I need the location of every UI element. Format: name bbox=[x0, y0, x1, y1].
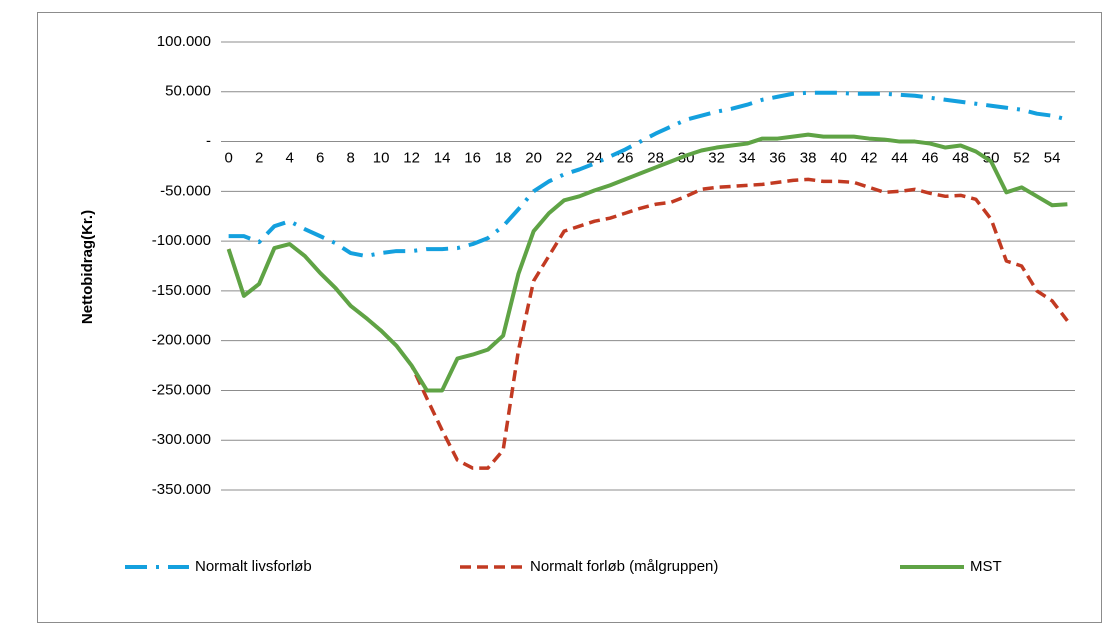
x-tick-label: 4 bbox=[285, 150, 293, 167]
x-tick-label: 48 bbox=[952, 150, 969, 167]
x-tick-label: 32 bbox=[708, 150, 725, 167]
legend-label: Normalt forløb (målgruppen) bbox=[530, 558, 718, 575]
y-tick-label: -100.000 bbox=[152, 232, 211, 249]
x-tick-label: 54 bbox=[1044, 150, 1061, 167]
y-tick-label: -300.000 bbox=[152, 431, 211, 448]
x-tick-label: 20 bbox=[525, 150, 542, 167]
y-tick-label: -200.000 bbox=[152, 332, 211, 349]
y-tick-label: 100.000 bbox=[157, 33, 211, 50]
x-tick-label: 38 bbox=[800, 150, 817, 167]
x-tick-label: 46 bbox=[922, 150, 939, 167]
series-line bbox=[226, 132, 1068, 393]
x-tick-label: 2 bbox=[255, 150, 263, 167]
x-tick-label: 10 bbox=[373, 150, 390, 167]
x-tick-label: 0 bbox=[224, 150, 232, 167]
x-tick-label: 40 bbox=[830, 150, 847, 167]
x-tick-label: 34 bbox=[739, 150, 756, 167]
x-tick-label: 22 bbox=[556, 150, 573, 167]
chart-frame bbox=[37, 12, 1102, 623]
y-tick-label: 50.000 bbox=[165, 83, 211, 100]
x-tick-label: 16 bbox=[464, 150, 481, 167]
x-tick-label: 28 bbox=[647, 150, 664, 167]
x-tick-label: 44 bbox=[891, 150, 908, 167]
y-tick-label: - bbox=[206, 133, 211, 150]
series-line bbox=[226, 177, 1069, 470]
y-tick-label: -350.000 bbox=[152, 481, 211, 498]
x-tick-label: 24 bbox=[586, 150, 603, 167]
legend-label: MST bbox=[970, 558, 1002, 575]
y-tick-label: -50.000 bbox=[160, 182, 211, 199]
x-tick-label: 18 bbox=[495, 150, 512, 167]
x-tick-label: 50 bbox=[983, 150, 1000, 167]
x-tick-label: 26 bbox=[617, 150, 634, 167]
y-tick-label: -250.000 bbox=[152, 381, 211, 398]
legend-label: Normalt livsforløb bbox=[195, 558, 312, 575]
x-tick-label: 14 bbox=[434, 150, 451, 167]
y-tick-label: -150.000 bbox=[152, 282, 211, 299]
y-axis-label: Nettobidrag(Kr.) bbox=[79, 210, 96, 324]
x-tick-label: 42 bbox=[861, 150, 878, 167]
x-tick-label: 36 bbox=[769, 150, 786, 167]
x-tick-label: 8 bbox=[346, 150, 354, 167]
x-tick-label: 6 bbox=[316, 150, 324, 167]
x-tick-label: 12 bbox=[403, 150, 420, 167]
x-tick-label: 52 bbox=[1013, 150, 1030, 167]
